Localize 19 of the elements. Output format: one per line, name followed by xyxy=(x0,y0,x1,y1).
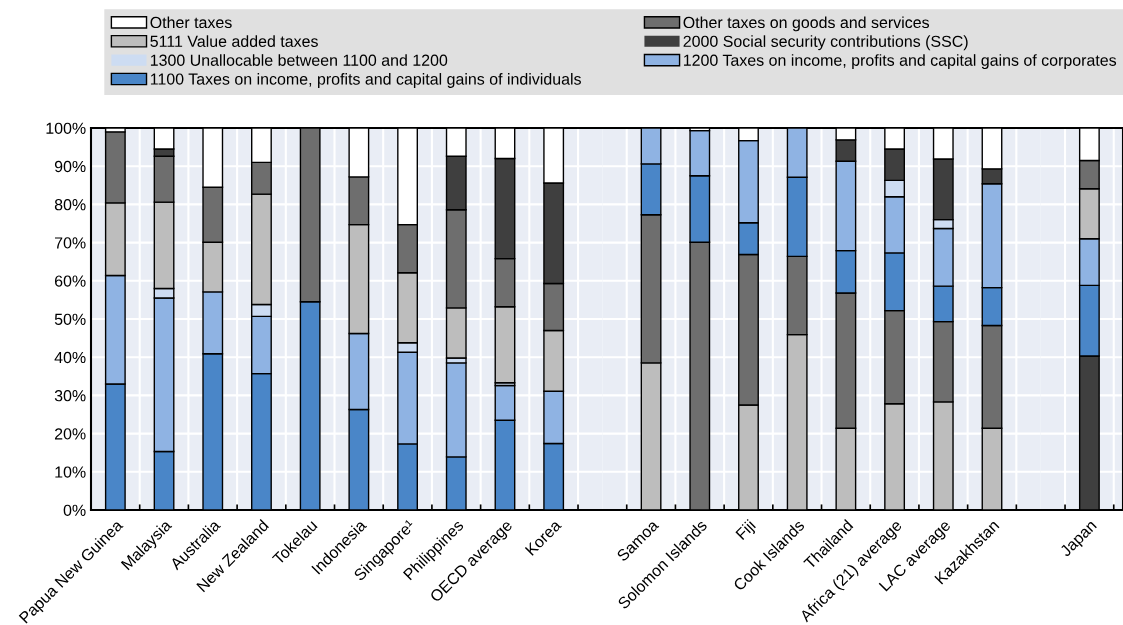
y-tick-label: 90% xyxy=(54,160,86,173)
legend-label: 1100 Taxes on income, profits and capital gains of individuals xyxy=(150,73,581,88)
y-tick-label: 50% xyxy=(54,313,86,325)
y-tick-label: 30% xyxy=(54,390,86,402)
y-tick-label: 20% xyxy=(54,428,86,440)
y-tick-label: 100% xyxy=(46,122,86,134)
legend-label: 2000 Social security contributions (SSC) xyxy=(683,35,968,51)
legend-label: Other taxes xyxy=(150,16,232,29)
y-tick-label: 60% xyxy=(54,275,86,287)
legend-label: Other taxes on goods and services xyxy=(683,16,930,32)
x-tick-label: Fiji xyxy=(734,519,759,543)
y-tick-label: 40% xyxy=(54,351,86,364)
legend-label: 1200 Taxes on income, profits and capital gains of corporates xyxy=(683,54,1117,70)
y-tick-label: 0% xyxy=(63,504,86,516)
legend-label: 1300 Unallocable between 1100 and 1200 xyxy=(150,54,448,66)
y-tick-label: 70% xyxy=(54,237,86,249)
legend-label: 5111 Value added taxes xyxy=(150,35,318,47)
y-tick-label: 80% xyxy=(54,199,86,211)
y-tick-label: 10% xyxy=(55,466,86,478)
